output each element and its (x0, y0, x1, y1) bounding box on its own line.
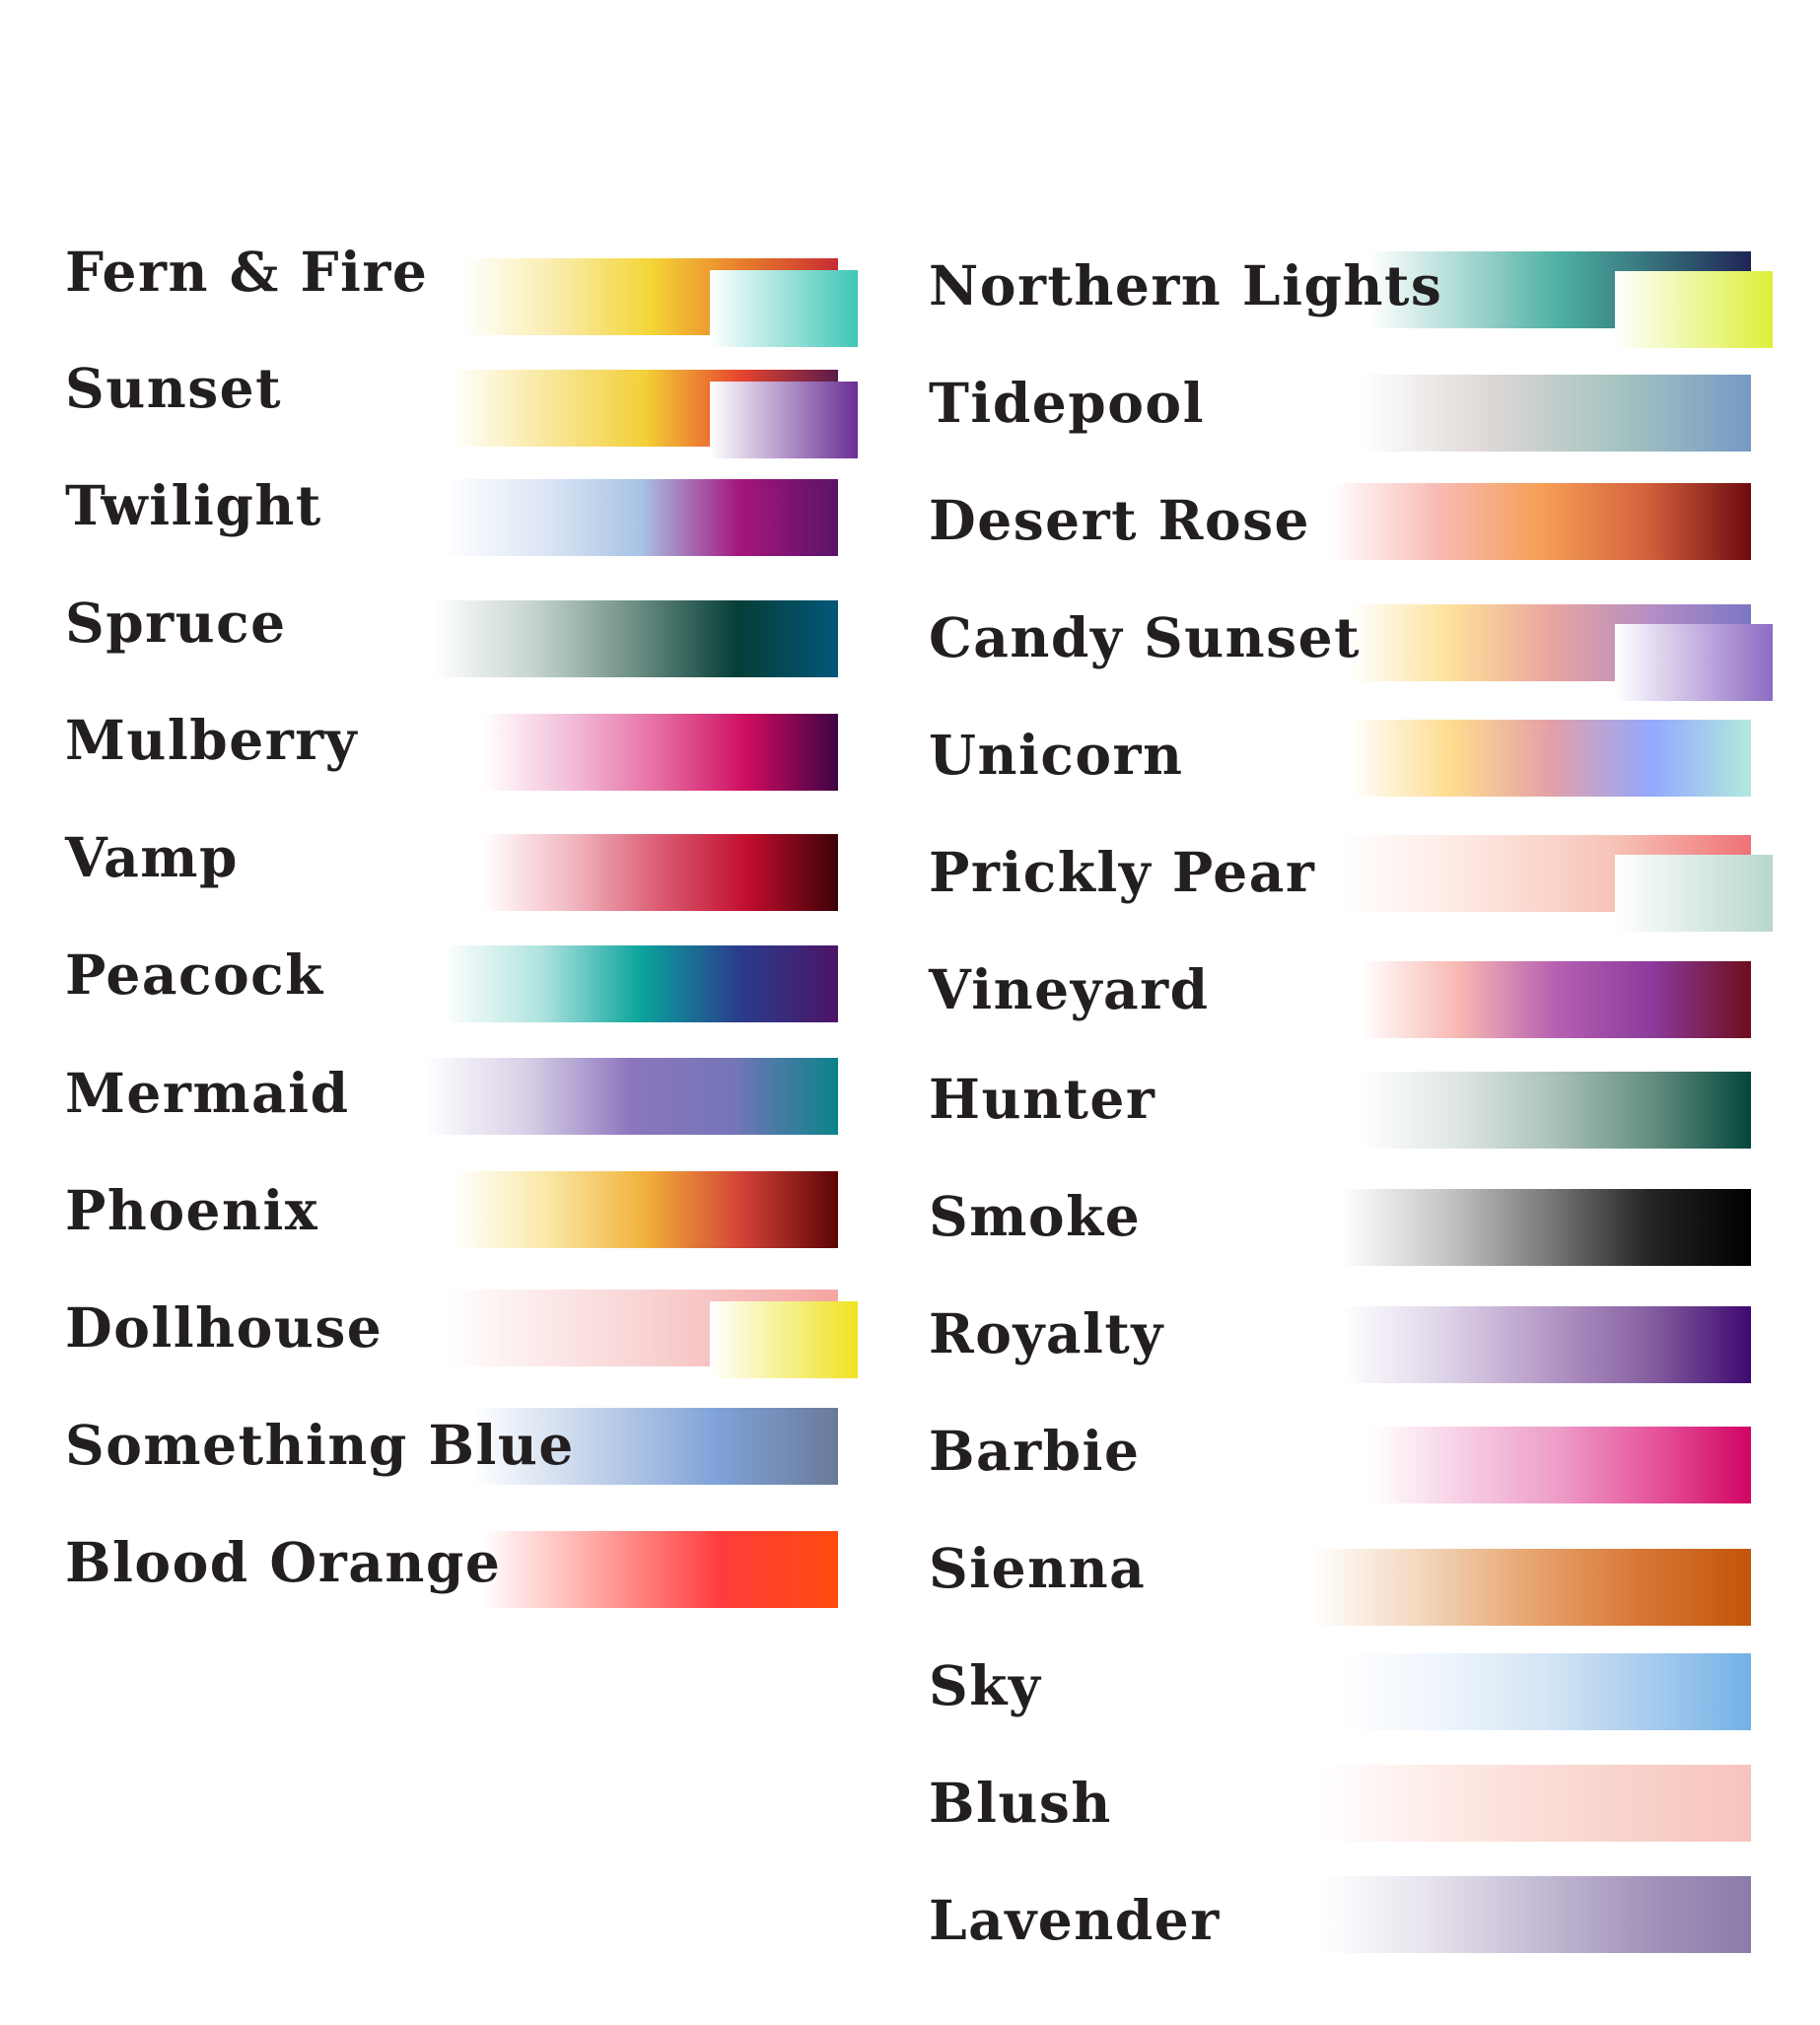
palette-name-vineyard: Vineyard (929, 957, 1210, 1021)
gradient-bar-blush (1321, 1765, 1751, 1842)
gradient-bar-hunter (1361, 1072, 1751, 1149)
left-palette-column: Fern & Fire Sunset Twilight Spruce Mulberry V… (0, 0, 868, 2025)
gradient-bar-something-blue (473, 1408, 838, 1485)
palette-name-mermaid: Mermaid (65, 1061, 350, 1125)
palette-name-barbie: Barbie (929, 1419, 1141, 1483)
palette-name-smoke: Smoke (929, 1184, 1142, 1248)
palette-name-fern-and-fire: Fern & Fire (65, 240, 429, 304)
gradient-bar-vamp (483, 834, 838, 911)
palette-name-vamp: Vamp (65, 825, 239, 889)
palette-name-twilight: Twilight (65, 473, 322, 537)
palette-name-unicorn: Unicorn (929, 723, 1184, 787)
palette-name-peacock: Peacock (65, 943, 324, 1007)
palette-name-sienna: Sienna (929, 1536, 1147, 1600)
gradient-bar-desert-rose (1331, 483, 1751, 560)
right-palette-column: Northern Lights Tidepool Desert Rose Candy … (907, 0, 1820, 2025)
palette-name-lavender: Lavender (929, 1888, 1221, 1952)
gradient-bar-mermaid (424, 1058, 838, 1135)
palette-name-spruce: Spruce (65, 591, 287, 655)
accent-swatch-sunset (710, 382, 858, 458)
accent-swatch-candy-sunset (1615, 624, 1773, 701)
accent-swatch-northern-lights (1615, 271, 1773, 348)
palette-name-hunter: Hunter (929, 1067, 1156, 1131)
palette-name-something-blue: Something Blue (65, 1413, 575, 1477)
gradient-bar-royalty (1341, 1306, 1751, 1383)
gradient-bar-phoenix (454, 1171, 838, 1248)
gradient-bar-twilight (444, 479, 838, 556)
palette-name-royalty: Royalty (929, 1301, 1164, 1365)
gradient-bar-vineyard (1361, 961, 1751, 1038)
palette-name-phoenix: Phoenix (65, 1178, 319, 1242)
palette-name-candy-sunset: Candy Sunset (929, 605, 1362, 669)
accent-swatch-prickly-pear (1615, 855, 1773, 932)
gradient-bar-sienna (1311, 1549, 1751, 1626)
palette-name-desert-rose: Desert Rose (929, 488, 1311, 552)
palette-name-mulberry: Mulberry (65, 708, 359, 772)
gradient-bar-tidepool (1361, 375, 1751, 452)
gradient-bar-barbie (1370, 1427, 1751, 1503)
gradient-bar-mulberry (483, 714, 838, 791)
palette-name-northern-lights: Northern Lights (929, 253, 1443, 317)
palette-name-blood-orange: Blood Orange (65, 1530, 502, 1594)
gradient-bar-smoke (1341, 1189, 1751, 1266)
palette-name-sunset: Sunset (65, 356, 283, 420)
palette-name-dollhouse: Dollhouse (65, 1295, 384, 1360)
gradient-bar-unicorn (1351, 720, 1751, 797)
gradient-bar-sky (1341, 1653, 1751, 1730)
gradient-bar-spruce (434, 600, 838, 677)
palette-name-tidepool: Tidepool (929, 371, 1205, 435)
palette-name-sky: Sky (929, 1653, 1042, 1717)
gradient-bar-peacock (444, 945, 838, 1022)
gradient-bar-lavender (1321, 1876, 1751, 1953)
palette-name-blush: Blush (929, 1771, 1112, 1835)
accent-swatch-dollhouse (710, 1301, 858, 1378)
gradient-bar-blood-orange (483, 1531, 838, 1608)
palette-name-prickly-pear: Prickly Pear (929, 840, 1316, 904)
accent-swatch-fern-and-fire (710, 270, 858, 347)
